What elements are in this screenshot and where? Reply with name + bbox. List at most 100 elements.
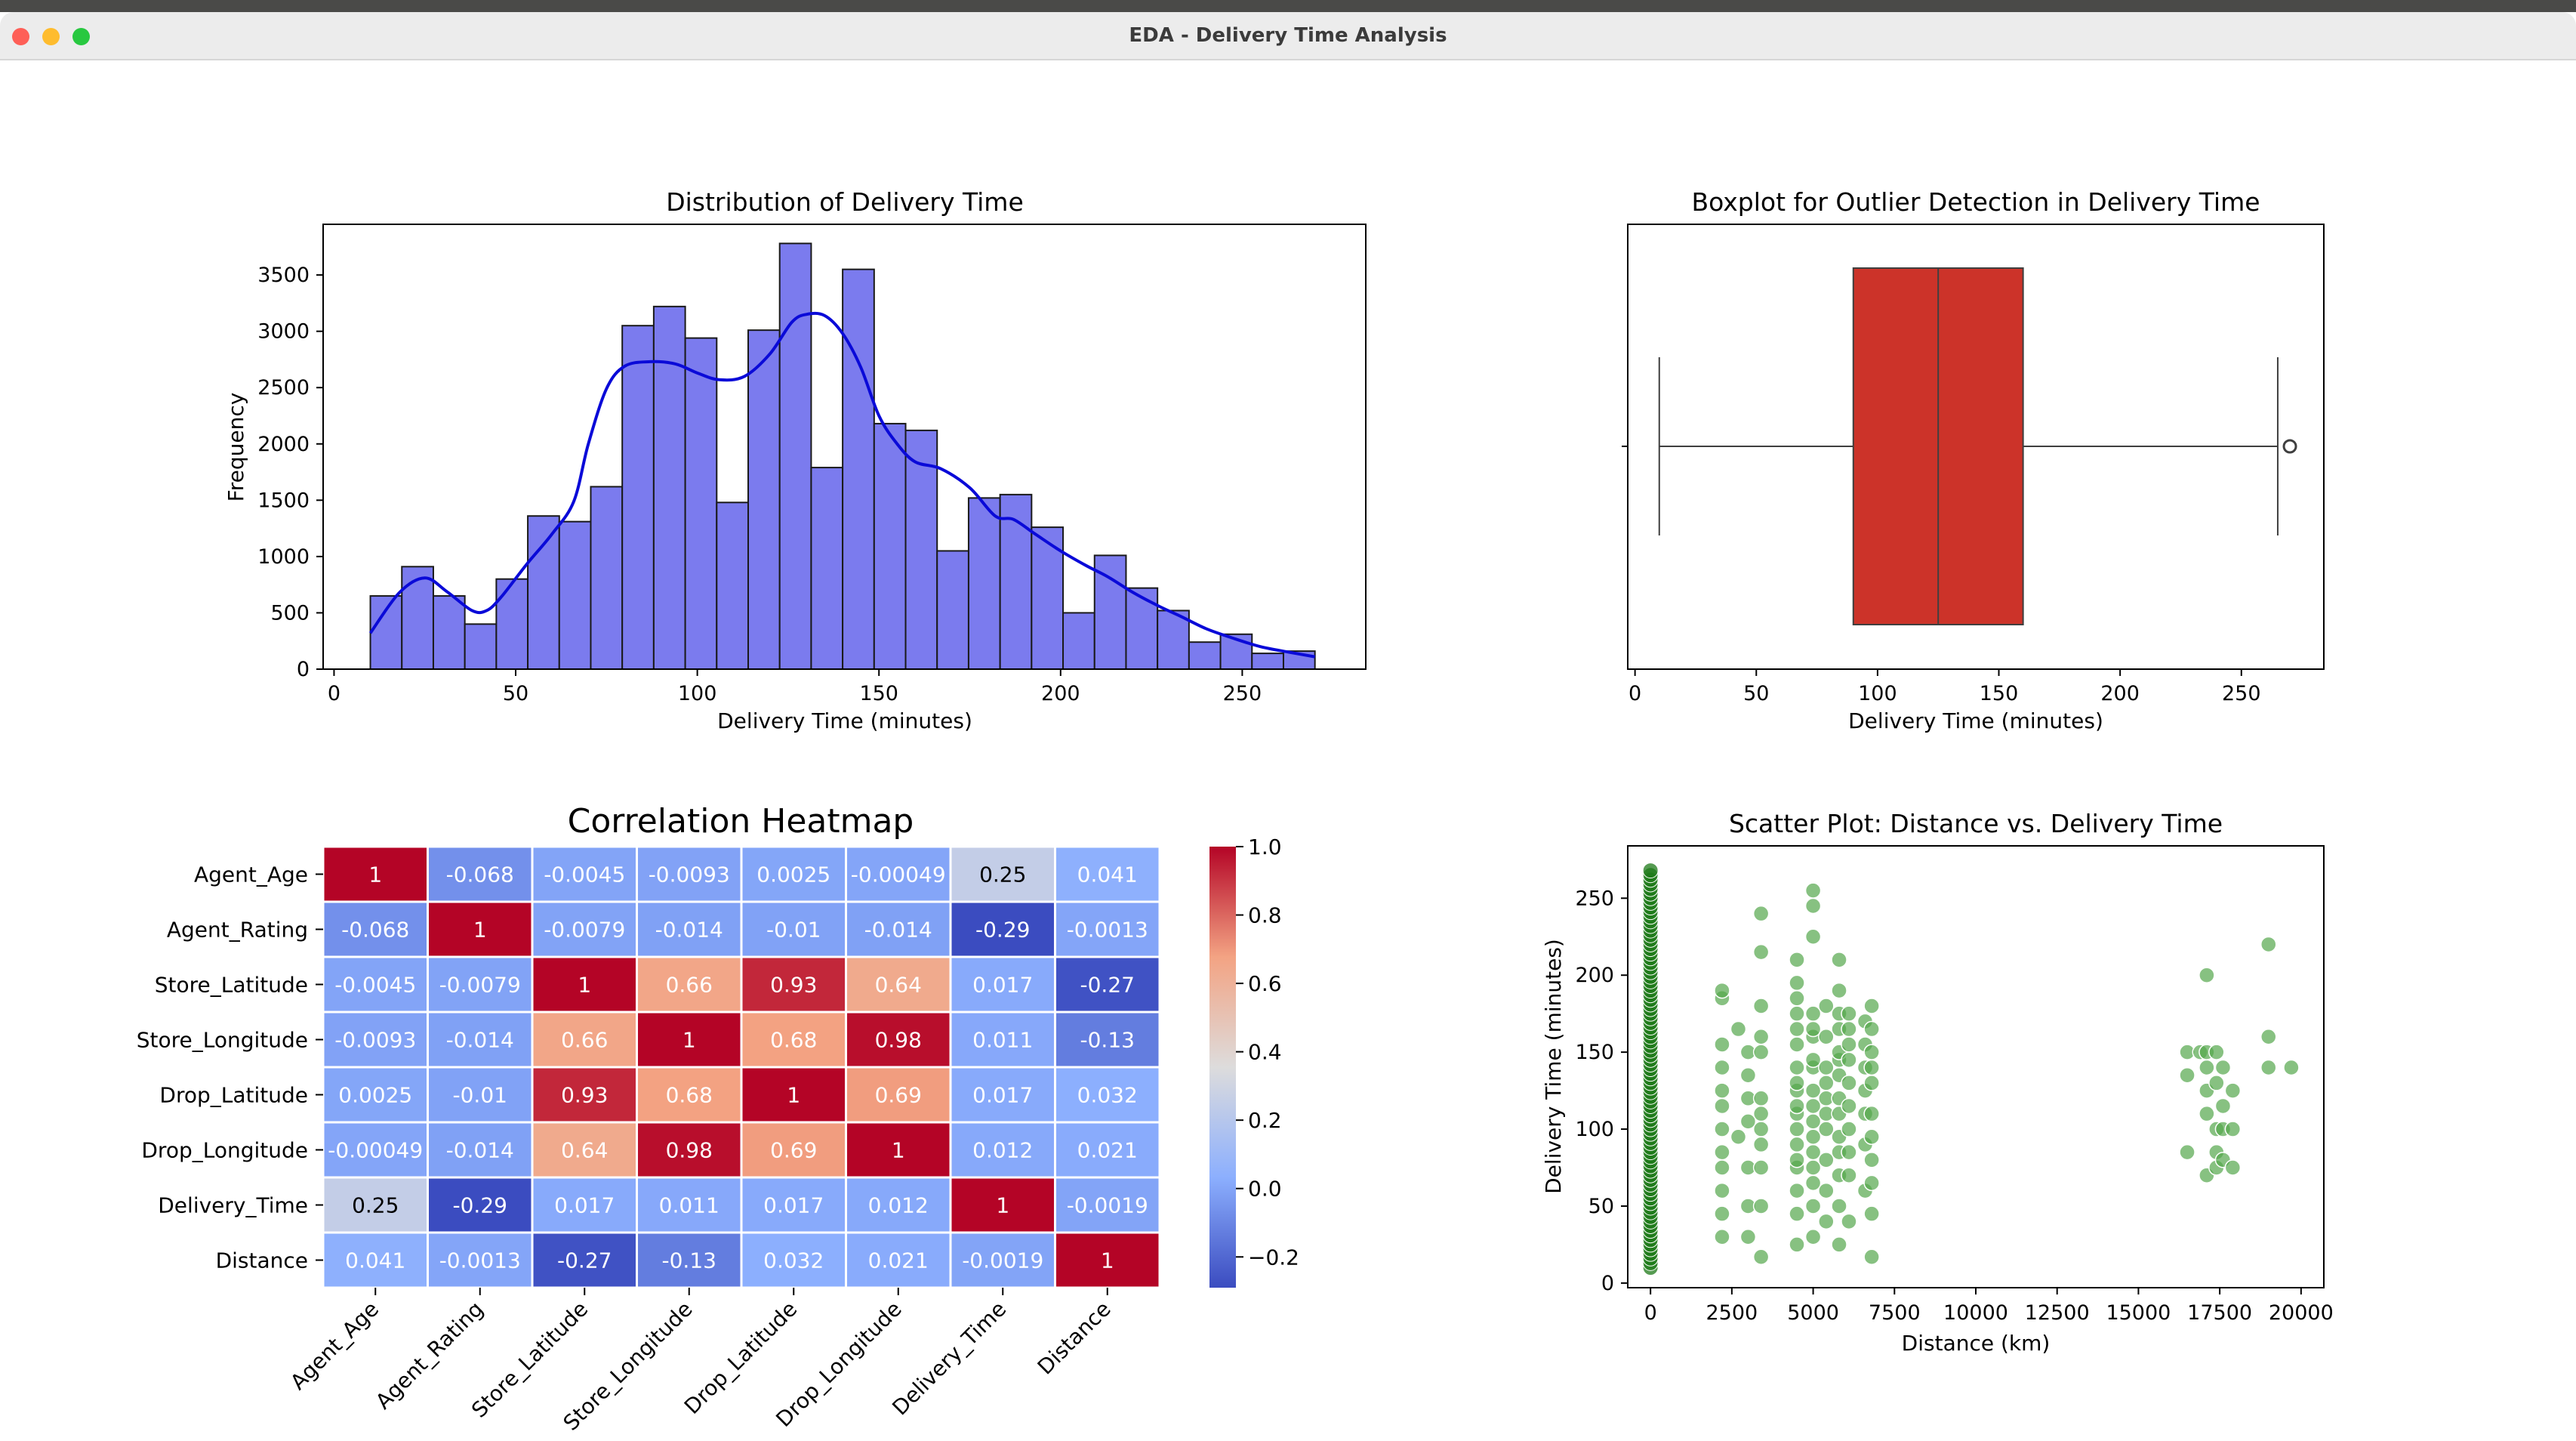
heatmap-cell [949,845,1056,903]
heatmap-cell [740,1011,847,1069]
scatter-y-label: Delivery Time (minutes) [1541,939,1566,1194]
heatmap-cell-value: 0.98 [666,1138,713,1163]
histogram-bar [495,578,529,670]
scatter-point [2208,1044,2225,1060]
heatmap-cell-value: 0.041 [1077,862,1138,887]
heatmap-cell-value: -0.00049 [328,1138,423,1163]
histogram-bar [1157,609,1190,670]
heatmap-cell-value: -0.01 [766,918,821,943]
heatmap-cell-value: 0.68 [666,1083,713,1108]
scatter-x-tick-label: 12500 [2025,1301,2090,1325]
scatter-point [1818,1029,1835,1045]
scatter-point [1739,1228,1757,1245]
scatter-point [1789,1182,1805,1199]
scatter-point [1642,862,1659,879]
heatmap-title: Correlation Heatmap [568,802,914,841]
heatmap-column-label: Distance [1033,1297,1116,1380]
heatmap-cell [1054,1066,1161,1124]
scatter-title: Scatter Plot: Distance vs. Delivery Time [1729,809,2223,838]
heatmap-column-label: Drop_Latitude [679,1297,802,1419]
heatmap-cell-value: 0.98 [875,1028,922,1053]
heatmap-cell-value: -0.014 [446,1028,514,1053]
scatter-point [1818,1213,1835,1230]
scatter-point [1730,1128,1747,1145]
scatter-point [1714,1143,1730,1161]
heatmap-cell-value: 0.68 [770,1028,817,1053]
scatter-point [1714,1036,1730,1053]
close-window-button[interactable] [12,28,29,45]
boxplot-title: Boxplot for Outlier Detection in Deliver… [1691,187,2260,217]
heatmap-cell-value: 1 [683,1028,696,1053]
scatter-x-tick-label: 7500 [1869,1301,1921,1325]
scatter-point [1752,1198,1770,1214]
histogram-bar [1125,587,1159,671]
heatmap-cell [531,1066,638,1124]
histogram-bar [432,595,466,670]
colorbar-tick-label: 0.8 [1248,903,1282,928]
heatmap-cell [531,845,638,903]
scatter-point [1831,1236,1847,1253]
heatmap-cell [740,845,847,903]
scatter-point [1841,1121,1857,1137]
scatter-point [2260,936,2277,953]
scatter-y-tick-label: 150 [1575,1041,1614,1064]
heatmap-cell [845,900,952,958]
heatmap-cell-value: -0.00049 [851,862,946,887]
histogram-bar [590,486,624,670]
scatter-point [1818,1059,1835,1076]
scatter-point [1841,1051,1857,1069]
maximize-window-button[interactable] [72,28,90,45]
histogram-bar [369,595,403,670]
boxplot-x-ticks: 0 50 100 150 200 250 [1628,669,2261,705]
scatter-point [1841,1213,1857,1230]
heatmap-cell [322,845,429,903]
heatmap-cell-value: 0.25 [979,862,1026,887]
heatmap-row-label: Distance [216,1248,308,1273]
heatmap-cell [636,1121,743,1179]
scatter-point [1752,1090,1770,1107]
scatter-y-tick-label: 50 [1588,1195,1614,1218]
scatter-point [1789,1205,1805,1222]
scatter-point [1789,1136,1805,1153]
histogram-y-tick-label: 1500 [257,489,310,512]
heatmap-cell-value: -0.0013 [1067,918,1148,943]
scatter-point [1752,943,1770,961]
histogram-bar [936,550,969,670]
heatmap-cell-value: -0.29 [975,918,1030,943]
histogram-bar [401,566,434,670]
histogram-y-label: Frequency [223,393,248,502]
scatter-point [2260,1059,2277,1076]
heatmap-cell [949,1121,1056,1179]
scatter-point [2224,1082,2242,1099]
scatter-point [1863,1105,1880,1122]
figure-canvas: Distribution of Delivery Time 0 50 100 150 2… [137,187,2334,1436]
scatter-point [1789,1152,1805,1168]
heatmap-row-label: Agent_Age [194,862,308,887]
heatmap-cell-value: 0.93 [770,973,817,998]
heatmap-cell-value: 0.25 [352,1193,399,1218]
scatter-point [1818,1182,1835,1199]
heatmap-cell [636,1231,743,1289]
heatmap-cell-value: -0.0045 [544,862,625,887]
scatter-point [1789,952,1805,968]
scatter-point [1841,1143,1857,1161]
heatmap-cell [427,845,534,903]
histogram-x-tick-label: 50 [503,682,528,705]
heatmap-cell-value: 1 [578,973,591,998]
heatmap-cell-value: 0.66 [561,1028,608,1053]
minimize-window-button[interactable] [42,28,60,45]
colorbar-tick-label: 0.0 [1248,1177,1282,1202]
heatmap-cell [1054,1121,1161,1179]
heatmap-cell-value: 0.017 [972,1083,1033,1108]
scatter-y-tick-label: 250 [1575,887,1614,910]
heatmap-cell [531,1011,638,1069]
heatmap-cell [427,1121,534,1179]
heatmap-row-label: Agent_Rating [167,918,308,943]
histogram-bar [1188,641,1222,670]
heatmap-cell-value: 0.69 [770,1138,817,1163]
heatmap-cell-value: -0.0079 [544,918,625,943]
scatter-x-label: Distance (km) [1902,1331,2051,1356]
scatter-point [1831,952,1847,968]
heatmap-cell-value: -0.0093 [334,1028,416,1053]
scatter-y-tick-label: 200 [1575,964,1614,987]
